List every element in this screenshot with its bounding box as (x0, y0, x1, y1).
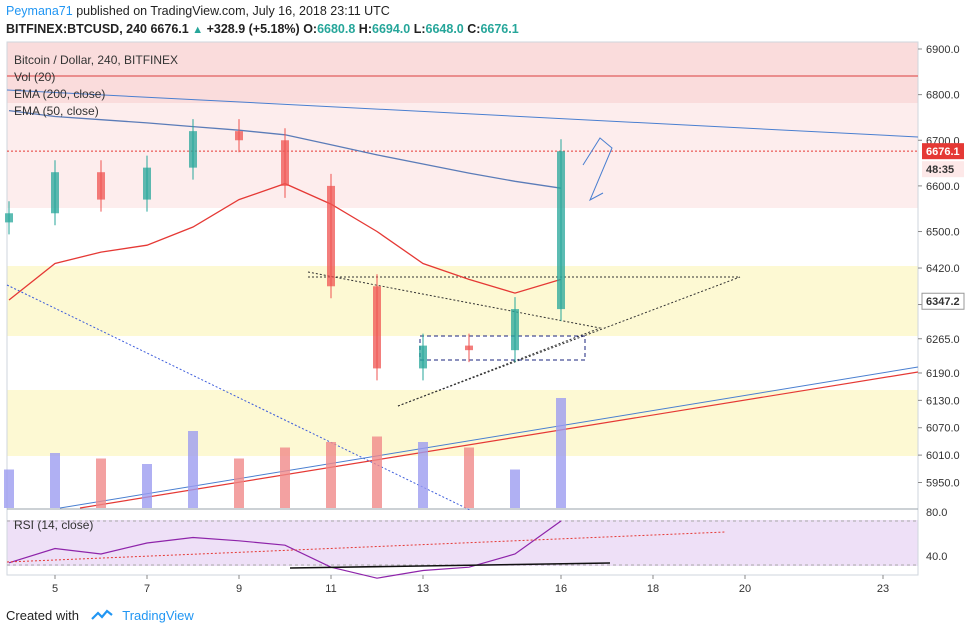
volume-bar (556, 398, 566, 508)
y-tick-label: 6420.0 (926, 263, 960, 275)
high-value: 6694.0 (372, 22, 411, 36)
candle-body (465, 345, 473, 351)
up-arrow-icon: ▲ (192, 24, 204, 36)
x-tick-label: 9 (236, 583, 242, 595)
x-tick-label: 13 (417, 583, 429, 595)
dotted-trendline (6, 284, 471, 511)
x-tick-label: 23 (877, 583, 889, 595)
low-label: L: (413, 22, 426, 36)
range-box (419, 335, 586, 361)
plot-frame (6, 41, 919, 576)
candle-body (557, 151, 565, 310)
candle-body (143, 167, 151, 200)
volume-bar (96, 458, 106, 508)
x-tick-label: 7 (144, 583, 150, 595)
price-badge (921, 292, 965, 310)
candle-body (373, 286, 381, 369)
volume-bar (50, 453, 60, 508)
rsi-band (7, 520, 918, 566)
publish-info: published on TradingView.com, July 16, 2… (76, 4, 390, 18)
volume-bar (418, 442, 428, 508)
price-change: +328.9 (+5.18%) (206, 22, 300, 36)
candle-body (419, 345, 427, 369)
up-trendline-red (79, 371, 919, 509)
open-label: O: (303, 22, 318, 36)
candle-body (51, 172, 59, 214)
author-link[interactable]: Peymana71 (6, 4, 73, 18)
legend-vol: Vol (20) (14, 70, 56, 84)
footer: Created with TradingView (6, 608, 194, 623)
y-tick-label: 6070.0 (926, 423, 960, 435)
rsi-line (8, 520, 562, 579)
symbol-line: BITFINEX:BTCUSD, 240 6676.1 ▲ +328.9 (+5… (6, 22, 519, 36)
y-tick-label: 6010.0 (926, 450, 960, 462)
close-value: 6676.1 (480, 22, 519, 36)
legend-ema50: EMA (50, close) (14, 104, 99, 118)
price-badge-label: 6347.2 (926, 296, 960, 308)
x-tick-label: 5 (52, 583, 58, 595)
created-with: Created with (6, 608, 79, 623)
volume-bar (280, 447, 290, 508)
candle-body (5, 213, 13, 223)
last-price: 6676.1 (150, 22, 189, 36)
candle-body (281, 140, 289, 186)
x-tick-label: 20 (739, 583, 751, 595)
zone-band-3 (7, 390, 918, 456)
volume-bar (510, 469, 520, 508)
volume-bar (4, 469, 14, 508)
zone-band-1 (7, 103, 918, 208)
price-badge-label: 48:35 (926, 164, 954, 176)
close-label: C: (467, 22, 481, 36)
zone-band-0 (7, 42, 918, 103)
y-tick-label: 6265.0 (926, 334, 960, 346)
rsi-tick-label: 80.0 (926, 507, 947, 519)
y-tick-label: 5950.0 (926, 477, 960, 489)
volume-bar (142, 464, 152, 508)
y-tick-label: 6500.0 (926, 227, 960, 239)
triangle-pattern (307, 271, 602, 407)
high-label: H: (358, 22, 372, 36)
volume-bar (326, 442, 336, 508)
low-value: 6648.0 (425, 22, 464, 36)
volume-bar (234, 458, 244, 508)
x-tick-label: 11 (325, 583, 336, 595)
legend-rsi: RSI (14, close) (14, 518, 94, 532)
open-value: 6680.8 (317, 22, 356, 36)
volume-bar (464, 447, 474, 508)
y-tick-label: 6600.0 (926, 181, 960, 193)
symbol-name: BITFINEX:BTCUSD, 240 (6, 22, 147, 36)
price-badge-label: 6676.1 (926, 146, 960, 158)
publish-line: Peymana71 published on TradingView.com, … (6, 4, 390, 18)
up-trendline-blue (59, 366, 919, 509)
candle-body (189, 131, 197, 168)
x-tick-label: 18 (647, 583, 659, 595)
y-tick-label: 6800.0 (926, 90, 960, 102)
price-badge (922, 161, 964, 178)
rsi-support (289, 562, 611, 569)
candle-body (327, 185, 335, 287)
legend-main: Bitcoin / Dollar, 240, BITFINEX (14, 53, 179, 67)
candle-body (97, 172, 105, 200)
y-tick-label: 6190.0 (926, 368, 960, 380)
tradingview-logo-icon (90, 609, 113, 620)
flag-pattern (582, 137, 613, 202)
triangle-support (397, 276, 741, 407)
legend-ema200: EMA (200, close) (14, 87, 106, 101)
price-badge (922, 143, 964, 160)
candle-body (235, 131, 243, 141)
candle-body (511, 309, 519, 351)
tradingview-link[interactable]: TradingView (122, 608, 194, 623)
y-tick-label: 6130.0 (926, 395, 960, 407)
x-tick-label: 16 (555, 583, 567, 595)
volume-bar (188, 431, 198, 508)
rsi-tick-label: 40.0 (926, 551, 947, 563)
y-tick-label: 6900.0 (926, 44, 960, 56)
down-trendline (6, 89, 919, 138)
volume-bar (372, 436, 382, 508)
